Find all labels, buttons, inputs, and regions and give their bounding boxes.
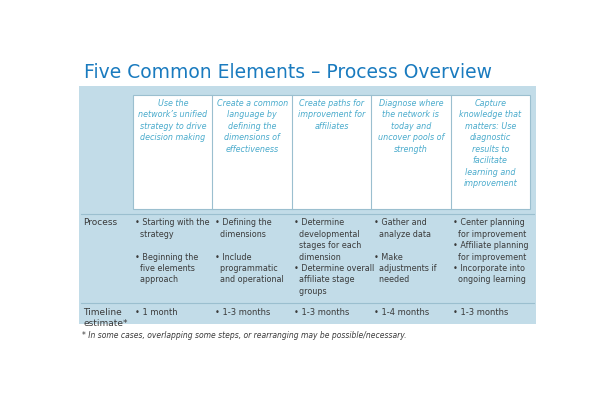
FancyBboxPatch shape [79,86,536,325]
Text: Timeline
estimate*: Timeline estimate* [83,308,128,328]
Text: Diagnose where
the network is
today and
uncover pools of
strength: Diagnose where the network is today and … [377,99,444,154]
Text: Use the
network’s unified
strategy to drive
decision making: Use the network’s unified strategy to dr… [138,99,208,142]
Text: Capture
knowledge that
matters: Use
diagnostic
results to
facilitate
learning an: Capture knowledge that matters: Use diag… [459,99,521,188]
Text: • 1 month: • 1 month [136,308,178,316]
Text: Process: Process [83,218,118,227]
Text: • Determine
  developmental
  stages for each
  dimension
• Determine overall
  : • Determine developmental stages for eac… [294,218,374,296]
Text: • Gather and
  analyze data

• Make
  adjustments if
  needed: • Gather and analyze data • Make adjustm… [374,218,436,284]
Text: Create a common
language by
defining the
dimensions of
effectiveness: Create a common language by defining the… [217,99,288,154]
Text: * In some cases, overlapping some steps, or rearranging may be possible/necessar: * In some cases, overlapping some steps,… [82,331,406,340]
FancyBboxPatch shape [133,95,530,209]
Text: • 1-4 months: • 1-4 months [374,308,429,316]
Text: Five Common Elements – Process Overview: Five Common Elements – Process Overview [84,63,493,82]
Text: • Defining the
  dimensions

• Include
  programmatic
  and operational: • Defining the dimensions • Include prog… [215,218,284,284]
Text: • Center planning
  for improvement
• Affiliate planning
  for improvement
• Inc: • Center planning for improvement • Affi… [453,218,529,284]
Text: Create paths for
improvement for
affiliates: Create paths for improvement for affilia… [298,99,365,131]
Text: • Starting with the
  strategy

• Beginning the
  five elements
  approach: • Starting with the strategy • Beginning… [136,218,210,284]
Text: • 1-3 months: • 1-3 months [215,308,270,316]
Text: • 1-3 months: • 1-3 months [453,308,508,316]
Text: • 1-3 months: • 1-3 months [294,308,350,316]
